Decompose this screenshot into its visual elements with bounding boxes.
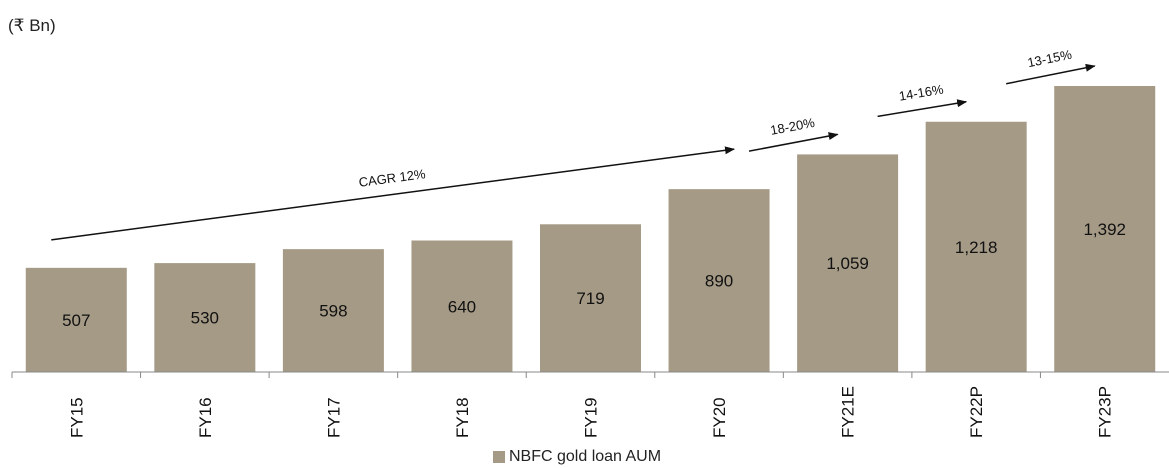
tick-label-fy18: FY18 [453, 397, 472, 438]
growth-arrow-2 [748, 132, 839, 152]
bar-fy15 [25, 267, 127, 372]
growth-arrow-1 [51, 146, 736, 241]
value-label-fy17: 598 [319, 302, 347, 321]
value-label-fy22p: 1,218 [955, 238, 998, 257]
tick-label-fy20: FY20 [710, 397, 729, 438]
value-label-fy15: 507 [62, 311, 90, 330]
bar-fy23p [1054, 86, 1156, 372]
x-axis: FY15 FY16 FY17 FY18 FY19 FY20 FY21E FY22P FY23P [11, 371, 1169, 438]
tick-label-fy22p: FY22P [967, 386, 986, 438]
legend-swatch [493, 451, 505, 463]
bar-fy19 [540, 224, 641, 372]
growth-label-2: 18-20% [769, 115, 816, 138]
growth-label-3: 14-16% [898, 82, 945, 104]
tick-label-fy15: FY15 [67, 397, 86, 438]
value-label-fy23p: 1,392 [1083, 220, 1126, 239]
bar-fy18 [411, 240, 513, 372]
tick-label-fy21e: FY21E [839, 386, 858, 438]
growth-label-4: 13-15% [1026, 47, 1073, 71]
bar-fy17 [282, 249, 384, 372]
value-label-fy18: 640 [448, 297, 476, 316]
value-label-fy21e: 1,059 [826, 254, 869, 273]
bars-layer: 507 530 598 640 719 890 1,059 1,218 1,392 [25, 86, 1156, 372]
tick-label-fy16: FY16 [196, 397, 215, 438]
growth-arrow-4 [1006, 63, 1096, 85]
value-label-fy16: 530 [191, 309, 219, 328]
value-label-fy19: 719 [576, 289, 604, 308]
value-label-fy20: 890 [705, 272, 733, 291]
annotations-layer: CAGR 12% 18-20% 14-16% 13-15% [51, 47, 1096, 241]
bar-fy20 [668, 189, 770, 372]
bar-fy22p [925, 121, 1027, 372]
tick-label-fy17: FY17 [324, 397, 343, 438]
bar-fy21e [797, 154, 899, 372]
growth-arrow-3 [877, 99, 968, 118]
tick-label-fy23p: FY23P [1096, 386, 1115, 438]
legend-label: NBFC gold loan AUM [509, 448, 662, 465]
tick-label-fy19: FY19 [582, 397, 601, 438]
legend: NBFC gold loan AUM [493, 448, 661, 466]
bar-fy16 [154, 263, 256, 372]
unit-label: (₹ Bn) [8, 16, 56, 35]
growth-label-1: CAGR 12% [358, 166, 427, 190]
